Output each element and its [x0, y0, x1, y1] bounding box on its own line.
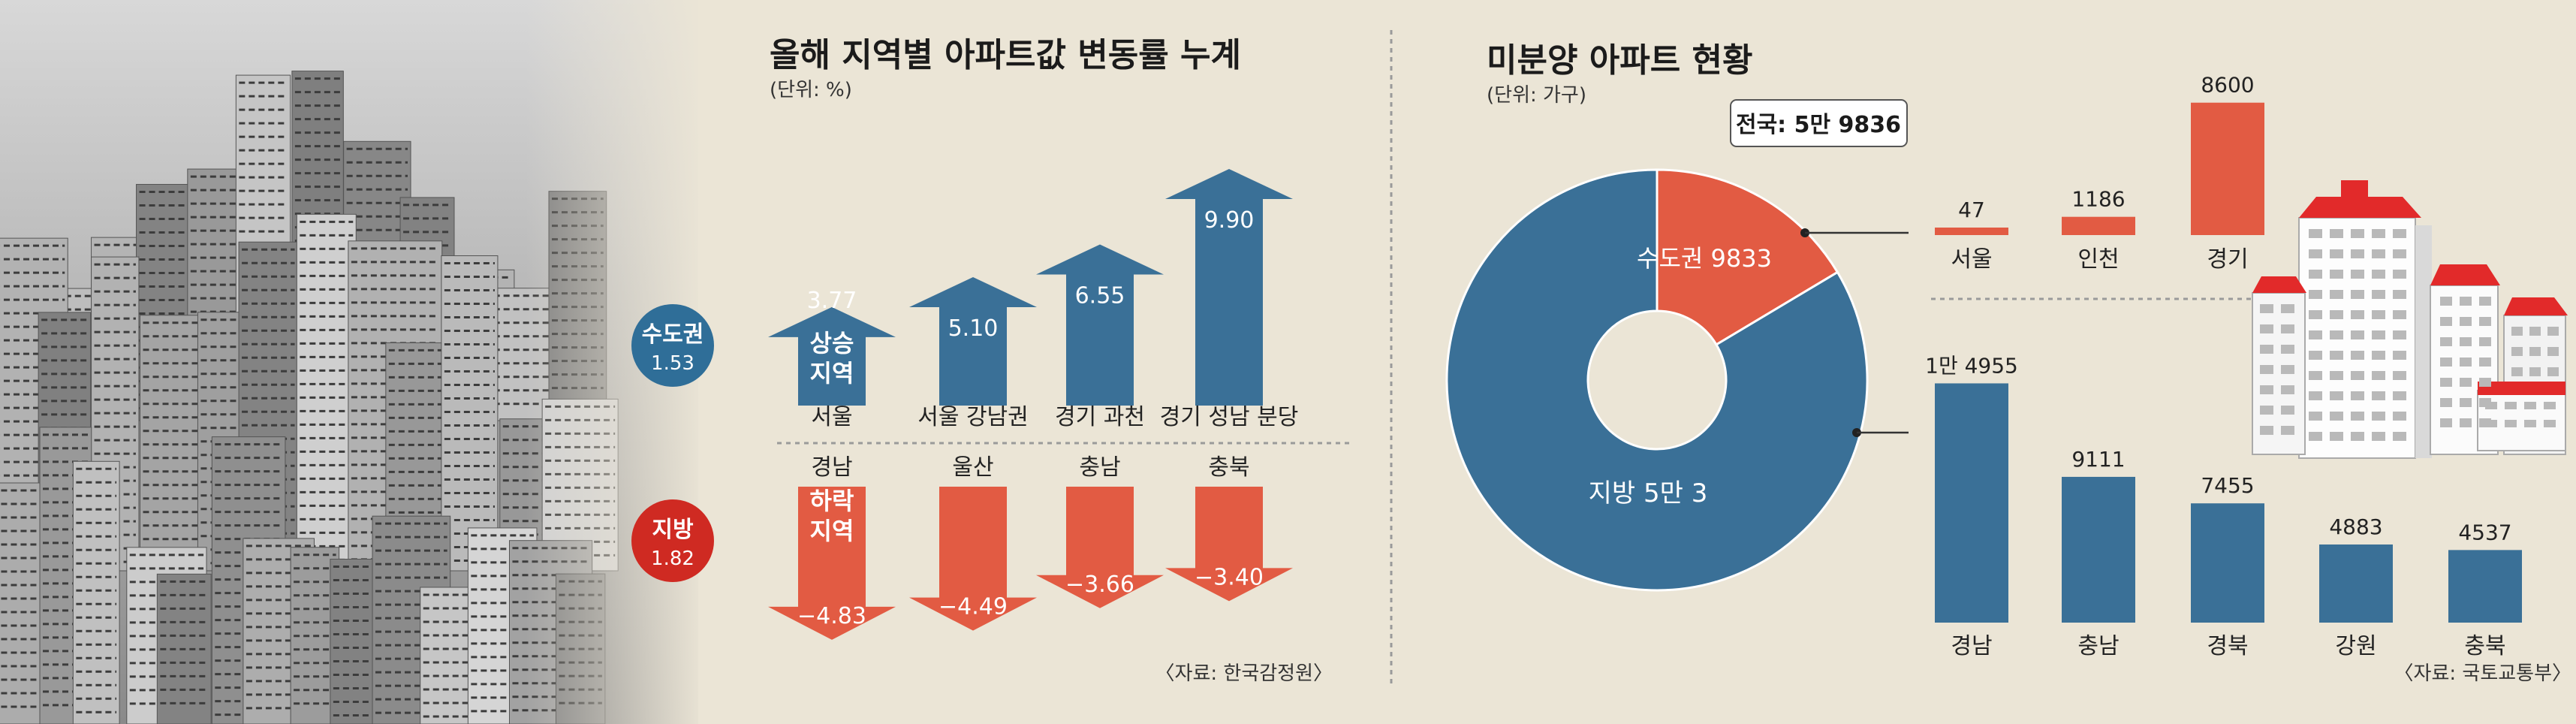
- total-label: 전국: 5만 9836: [1736, 112, 1901, 138]
- apartment-buildings-illustration: [2252, 180, 2568, 459]
- down-category-label: 충북: [1208, 454, 1249, 481]
- unsold-bar: [2062, 476, 2135, 623]
- bar-value-label: 1만 4955: [1925, 353, 2018, 378]
- up-category-label: 서울 강남권: [917, 404, 1029, 430]
- up-value-label: 6.55: [1075, 283, 1125, 309]
- capital-badge-value: 1.53: [651, 352, 694, 375]
- bar-value-label: 4883: [2329, 514, 2382, 539]
- up-arrow: [1036, 244, 1164, 406]
- bar-value-label: 4537: [2458, 520, 2511, 545]
- bar-category-label: 충남: [2077, 633, 2119, 659]
- down-tag-line1: 하락: [810, 487, 854, 515]
- bar-value-label: 47: [1958, 198, 1985, 222]
- down-category-label: 경남: [811, 454, 852, 481]
- up-category-label: 서울: [811, 404, 852, 430]
- donut-slice: [1656, 168, 1839, 346]
- bar-category-label: 경기: [2207, 246, 2248, 273]
- unsold-bar: [2191, 503, 2264, 623]
- donut-local-label: 지방 5만 3: [1589, 478, 1708, 508]
- down-arrow: [1165, 487, 1293, 602]
- up-value-label: 3.77: [807, 288, 857, 314]
- local-badge-label: 지방: [652, 517, 694, 543]
- left-unit: (단위: %): [770, 79, 852, 101]
- bar-value-label: 8600: [2201, 73, 2254, 98]
- bar-category-label: 경북: [2207, 633, 2248, 659]
- down-category-label: 울산: [952, 454, 993, 481]
- unsold-bar: [1935, 383, 2008, 623]
- up-tag-line2: 지역: [810, 359, 854, 388]
- down-arrow: [1036, 487, 1164, 608]
- bar-value-label: 9111: [2071, 447, 2125, 472]
- unsold-bar: [2319, 544, 2393, 623]
- bar-category-label: 강원: [2335, 633, 2376, 659]
- down-value-label: −3.40: [1195, 564, 1264, 590]
- up-value-label: 9.90: [1204, 207, 1255, 234]
- down-arrow: [909, 487, 1037, 631]
- up-category-label: 경기 과천: [1055, 404, 1145, 430]
- bar-value-label: 7455: [2201, 473, 2254, 498]
- bar-category-label: 인천: [2077, 246, 2119, 273]
- capital-badge-label: 수도권: [642, 321, 704, 348]
- up-arrow: [909, 277, 1037, 406]
- bar-category-label: 서울: [1951, 246, 1992, 273]
- unsold-bar: [2191, 102, 2264, 235]
- unsold-bar: [2062, 216, 2135, 235]
- unsold-bar: [2448, 550, 2522, 623]
- down-value-label: −4.83: [797, 603, 866, 629]
- down-arrow: [768, 487, 896, 640]
- bar-category-label: 충북: [2464, 633, 2505, 659]
- total-box: 전국: 5만 9836: [1730, 99, 1908, 147]
- local-badge-value: 1.82: [651, 548, 694, 570]
- apartment-city-photo: [0, 0, 706, 724]
- down-tag-line2: 지역: [810, 517, 854, 545]
- unsold-donut-chart: 수도권 9833 지방 5만 3: [1445, 168, 1869, 592]
- donut-slice: [1445, 168, 1869, 592]
- local-badge: 지방 1.82: [631, 499, 714, 582]
- down-value-label: −4.49: [939, 594, 1008, 620]
- up-tag-line1: 상승: [810, 329, 854, 357]
- up-arrow: [768, 306, 896, 406]
- down-category-label: 충남: [1079, 454, 1120, 481]
- change-rate-arrows: 3.77 서울 5.10 서울 강남권 6.55 경기 과천 9.90 경기 성남 분당 −4.…: [768, 169, 1298, 640]
- left-title: 올해 지역별 아파트값 변동률 누계: [770, 36, 1241, 74]
- capital-badge: 수도권 1.53: [631, 304, 714, 387]
- up-arrow: [1165, 169, 1293, 406]
- up-category-label: 경기 성남 분당: [1160, 404, 1299, 430]
- left-source: 〈자료: 한국감정원〉: [1155, 662, 1333, 685]
- down-value-label: −3.66: [1065, 572, 1134, 598]
- local-unsold-bars: 1만 4955 경남 9111 충남 7455 경북 4883 강원 4537 충북: [1925, 353, 2522, 659]
- capital-unsold-bars: 47 서울 1186 인천 8600 경기: [1935, 73, 2264, 273]
- right-unit: (단위: 가구): [1487, 84, 1586, 107]
- unsold-bar: [1935, 228, 2008, 235]
- donut-capital-label: 수도권 9833: [1637, 244, 1772, 273]
- up-value-label: 5.10: [948, 315, 999, 342]
- right-source: 〈자료: 국토교통부〉: [2394, 662, 2571, 685]
- bar-category-label: 경남: [1951, 633, 1992, 659]
- right-title: 미분양 아파트 현황: [1487, 41, 1752, 80]
- bar-value-label: 1186: [2071, 187, 2125, 212]
